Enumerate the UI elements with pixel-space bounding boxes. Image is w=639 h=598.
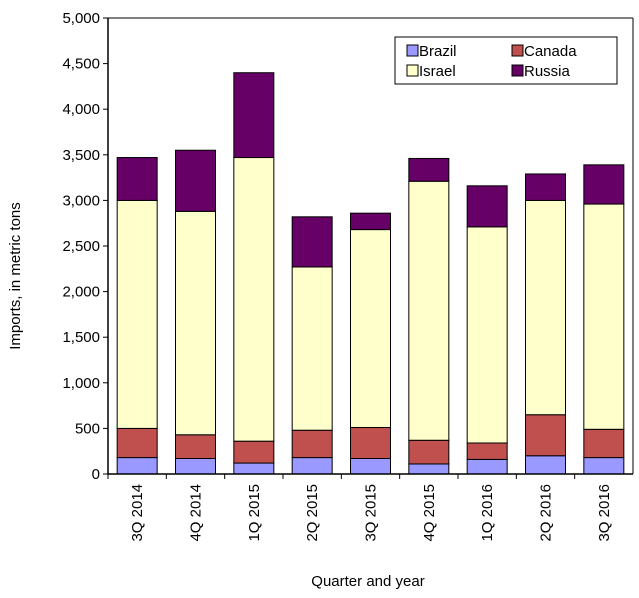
y-tick-label: 2,000 bbox=[62, 284, 100, 301]
legend-swatch-russia bbox=[511, 64, 524, 77]
y-tick-label: 1,000 bbox=[62, 375, 100, 392]
bar-segment-russia bbox=[175, 149, 216, 212]
legend-label-canada: Canada bbox=[524, 43, 577, 60]
bar-segment-israel bbox=[583, 203, 625, 430]
bar-segment-israel bbox=[233, 157, 275, 442]
legend-label-russia: Russia bbox=[524, 63, 571, 80]
x-tick-label: 4Q 2014 bbox=[188, 484, 205, 542]
y-tick-label: 4,500 bbox=[62, 56, 100, 73]
x-tick-label: 3Q 2016 bbox=[596, 484, 613, 542]
legend-swatch-israel bbox=[406, 64, 419, 77]
x-tick-label: 1Q 2015 bbox=[246, 484, 263, 542]
x-axis-title: Quarter and year bbox=[311, 573, 424, 590]
bar-segment-brazil bbox=[350, 457, 391, 475]
bar-segment-brazil bbox=[583, 457, 625, 475]
y-axis-ticks: 0 500 1,000 1,500 2,000 2,500 3,000 3,500 4,000 4… bbox=[62, 10, 108, 483]
bar-segment-russia bbox=[525, 173, 566, 201]
bar-segment-brazil bbox=[466, 458, 508, 475]
bar-segment-russia bbox=[466, 185, 508, 228]
bar-segment-brazil bbox=[175, 457, 216, 475]
y-tick-label: 5,000 bbox=[62, 10, 100, 27]
legend-swatch-canada bbox=[511, 44, 524, 57]
x-tick-label: 3Q 2015 bbox=[363, 484, 380, 542]
x-tick-label: 3Q 2014 bbox=[129, 484, 146, 542]
bar-segment-russia bbox=[350, 212, 391, 231]
bar-segment-canada bbox=[233, 440, 275, 464]
bar-segment-canada bbox=[291, 429, 333, 459]
y-tick-label: 2,500 bbox=[62, 238, 100, 255]
bar-segment-israel bbox=[291, 266, 333, 431]
y-tick-label: 3,500 bbox=[62, 147, 100, 164]
bar-segment-canada bbox=[350, 426, 391, 459]
y-tick-label: 1,500 bbox=[62, 329, 100, 346]
legend-label-brazil: Brazil bbox=[419, 43, 457, 60]
y-tick-label: 500 bbox=[75, 420, 100, 437]
bar-segment-russia bbox=[233, 72, 275, 159]
bar-segment-canada bbox=[583, 428, 625, 459]
bar-segment-brazil bbox=[408, 463, 450, 475]
bar-segment-russia bbox=[408, 157, 450, 182]
legend-box bbox=[394, 36, 618, 85]
bar-segment-israel bbox=[116, 199, 158, 429]
bar-segment-israel bbox=[175, 210, 216, 436]
bar-segment-canada bbox=[116, 427, 158, 459]
bar-segment-israel bbox=[408, 180, 450, 441]
bar-segment-brazil bbox=[116, 457, 158, 475]
y-axis-title: Imports, in metric tons bbox=[7, 202, 24, 350]
bar-segment-russia bbox=[291, 216, 333, 268]
x-tick-label: 4Q 2015 bbox=[421, 484, 438, 542]
x-tick-label: 2Q 2015 bbox=[304, 484, 321, 542]
x-axis-labels: 3Q 2014 4Q 2014 1Q 2015 2Q 2015 3Q 2015 4Q 20… bbox=[107, 474, 613, 542]
bar-segment-canada bbox=[175, 434, 216, 459]
bars bbox=[116, 72, 625, 475]
bar-segment-brazil bbox=[233, 462, 275, 475]
y-tick-label: 3,000 bbox=[62, 192, 100, 209]
bar-segment-canada bbox=[408, 439, 450, 465]
legend-swatch-brazil bbox=[406, 44, 419, 57]
bar-segment-israel bbox=[466, 226, 508, 444]
x-tick-label: 1Q 2016 bbox=[479, 484, 496, 542]
y-tick-label: 0 bbox=[92, 466, 100, 483]
legend: Brazil Canada Israel Russia bbox=[394, 36, 618, 85]
bar-segment-russia bbox=[583, 164, 625, 205]
x-tick-label: 2Q 2016 bbox=[538, 484, 555, 542]
bar-segment-canada bbox=[466, 442, 508, 460]
bar-segment-russia bbox=[116, 157, 158, 201]
bar-segment-israel bbox=[525, 199, 566, 416]
y-tick-label: 4,000 bbox=[62, 101, 100, 118]
bar-segment-brazil bbox=[291, 457, 333, 475]
bar-segment-israel bbox=[350, 229, 391, 428]
bar-segment-brazil bbox=[525, 455, 566, 475]
bar-segment-canada bbox=[525, 414, 566, 457]
legend-label-israel: Israel bbox=[419, 63, 456, 80]
